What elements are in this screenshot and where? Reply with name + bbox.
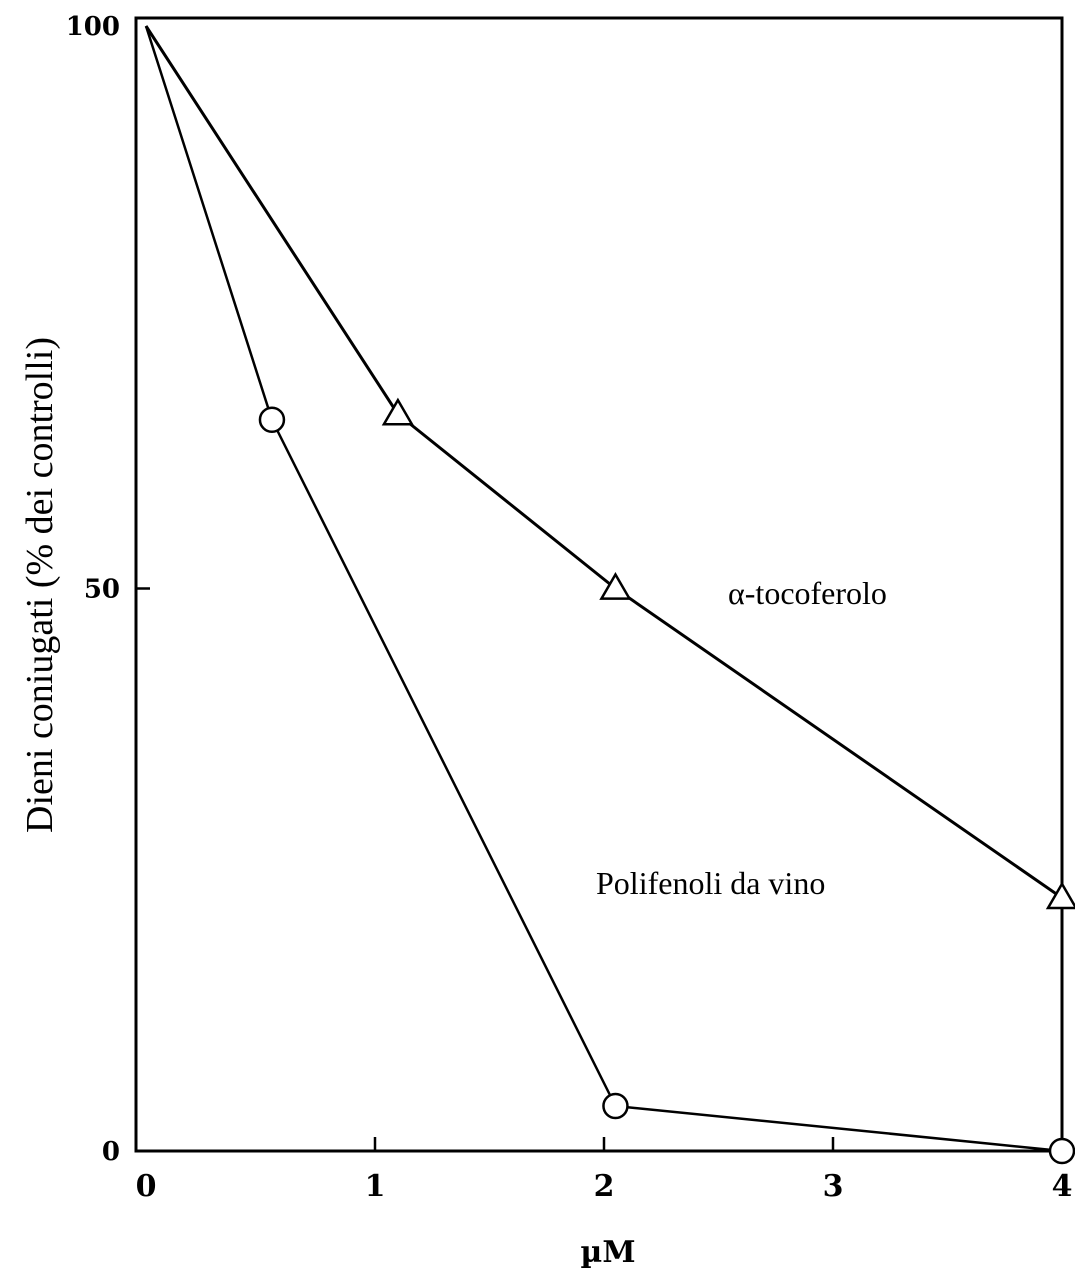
y-axis-ticks: 0 50 100 <box>66 12 150 1167</box>
data-point-triangle <box>1045 881 1075 910</box>
y-tick-label: 0 <box>102 1137 120 1167</box>
y-tick-label: 50 <box>84 575 120 605</box>
x-tick-label: 3 <box>823 1169 844 1204</box>
data-point-triangle <box>381 397 415 426</box>
data-point-circle <box>1048 1137 1075 1165</box>
x-tick-label: 1 <box>365 1169 386 1204</box>
x-tick-label: 2 <box>594 1169 615 1204</box>
series-layer <box>144 25 1075 1165</box>
data-point-circle <box>602 1092 629 1120</box>
x-axis-title: µM <box>580 1235 635 1270</box>
series-label-alpha-tocoferolo: α-tocoferolo <box>728 575 887 611</box>
series-line-alpha-tocoferolo <box>144 25 1063 900</box>
y-tick-label: 100 <box>66 12 120 42</box>
data-point-circle <box>258 406 286 433</box>
x-tick-label: 4 <box>1052 1169 1073 1204</box>
series-line-polifenoli-da-vino <box>144 25 1063 1153</box>
x-tick-label: 0 <box>136 1169 157 1204</box>
series-label-polifenoli-da-vino: Polifenoli da vino <box>596 865 825 901</box>
data-point-triangle <box>599 572 632 600</box>
x-axis-ticks: 0 1 2 3 4 <box>136 1137 1073 1204</box>
plot-frame <box>134 16 1064 1153</box>
y-axis-title: Dieni coniugati (% dei controlli) <box>19 337 61 833</box>
